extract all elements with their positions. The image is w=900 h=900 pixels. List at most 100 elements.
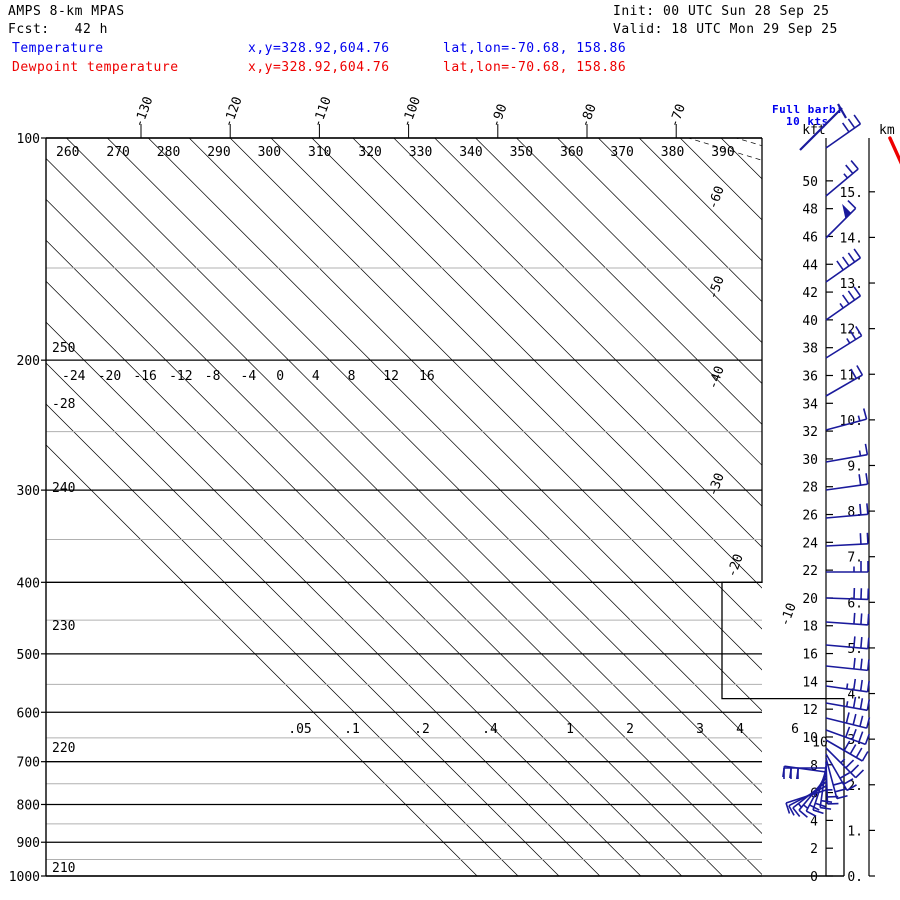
svg-text:-12: -12 [169, 369, 192, 384]
svg-text:-28: -28 [52, 397, 75, 412]
svg-text:32: 32 [802, 425, 818, 440]
svg-text:48: 48 [802, 203, 818, 218]
svg-text:km: km [879, 123, 895, 138]
svg-text:40: 40 [802, 314, 818, 329]
svg-text:-130: -130 [132, 95, 157, 130]
svg-text:38: 38 [802, 342, 818, 357]
svg-text:-30: -30 [706, 471, 728, 498]
svg-text:340: 340 [459, 145, 482, 160]
svg-text:250: 250 [52, 341, 75, 356]
svg-text:4: 4 [312, 369, 320, 384]
barb-legend-line1: Full barb: [772, 103, 844, 116]
svg-text:260: 260 [56, 145, 79, 160]
svg-text:34: 34 [802, 397, 818, 412]
svg-text:11.: 11. [840, 368, 863, 383]
svg-text:-24: -24 [62, 369, 86, 384]
svg-text:0.: 0. [847, 870, 863, 885]
svg-text:200: 200 [17, 354, 40, 369]
barb-legend-line2: 10 kts [786, 115, 829, 128]
svg-text:390: 390 [711, 145, 734, 160]
svg-text:5.: 5. [847, 642, 863, 657]
svg-text:230: 230 [52, 619, 75, 634]
svg-text:350: 350 [510, 145, 533, 160]
svg-text:6.: 6. [847, 596, 863, 611]
svg-text:-50: -50 [706, 274, 728, 301]
svg-text:12: 12 [383, 369, 399, 384]
svg-text:1000: 1000 [9, 870, 40, 885]
svg-text:15.: 15. [840, 186, 863, 201]
svg-text:0: 0 [810, 870, 818, 885]
svg-text:26: 26 [802, 509, 818, 524]
svg-text:12: 12 [802, 703, 818, 718]
svg-text:14.: 14. [840, 231, 863, 246]
svg-text:.1: .1 [344, 722, 360, 737]
temperature-latlon: lat,lon=-70.68, 158.86 [443, 41, 627, 56]
svg-text:28: 28 [802, 481, 818, 496]
svg-text:6: 6 [791, 722, 799, 737]
svg-text:240: 240 [52, 481, 75, 496]
svg-text:270: 270 [106, 145, 129, 160]
svg-text:16: 16 [802, 648, 818, 663]
svg-text:100: 100 [17, 132, 40, 147]
svg-text:10: 10 [812, 735, 828, 750]
svg-text:-100: -100 [399, 95, 424, 130]
svg-text:600: 600 [17, 706, 40, 721]
svg-text:-120: -120 [221, 95, 246, 130]
svg-text:-8: -8 [205, 369, 221, 384]
svg-text:.2: .2 [414, 722, 430, 737]
svg-text:24: 24 [802, 536, 818, 551]
svg-text:290: 290 [207, 145, 230, 160]
forecast-hour: Fcst: 42 h [8, 22, 108, 37]
svg-text:2: 2 [810, 842, 818, 857]
svg-text:.4: .4 [482, 722, 498, 737]
svg-text:300: 300 [17, 484, 40, 499]
svg-text:7.: 7. [847, 551, 863, 566]
svg-text:16: 16 [419, 369, 435, 384]
svg-text:20: 20 [802, 592, 818, 607]
svg-text:900: 900 [17, 836, 40, 851]
svg-text:-110: -110 [310, 95, 335, 130]
svg-text:18: 18 [802, 620, 818, 635]
init-time: Init: 00 UTC Sun 28 Sep 25 [613, 4, 830, 19]
dewpoint-legend-label: Dewpoint temperature [12, 60, 179, 75]
svg-text:-90: -90 [488, 102, 510, 129]
svg-text:30: 30 [802, 453, 818, 468]
dewpoint-xy: x,y=328.92,604.76 [248, 60, 390, 75]
valid-time: Valid: 18 UTC Mon 29 Sep 25 [613, 22, 838, 37]
svg-text:320: 320 [358, 145, 381, 160]
svg-text:800: 800 [17, 798, 40, 813]
svg-text:700: 700 [17, 756, 40, 771]
svg-text:400: 400 [17, 576, 40, 591]
svg-text:360: 360 [560, 145, 583, 160]
svg-text:36: 36 [802, 369, 818, 384]
svg-text:210: 210 [52, 861, 75, 876]
svg-text:50: 50 [802, 175, 818, 190]
svg-text:2: 2 [626, 722, 634, 737]
svg-text:330: 330 [409, 145, 432, 160]
svg-text:500: 500 [17, 648, 40, 663]
svg-text:8: 8 [348, 369, 356, 384]
svg-text:-60: -60 [706, 184, 728, 211]
svg-text:kft: kft [802, 123, 825, 138]
svg-text:220: 220 [52, 741, 75, 756]
dewpoint-latlon: lat,lon=-70.68, 158.86 [443, 60, 627, 75]
svg-text:-10: -10 [778, 601, 800, 628]
svg-text:8: 8 [810, 759, 818, 774]
svg-text:-80: -80 [578, 102, 600, 129]
svg-text:-20: -20 [98, 369, 121, 384]
model-title: AMPS 8-km MPAS [8, 4, 125, 19]
svg-text:380: 380 [661, 145, 684, 160]
svg-text:-16: -16 [133, 369, 156, 384]
svg-text:1: 1 [566, 722, 574, 737]
svg-text:0: 0 [276, 369, 284, 384]
svg-text:-4: -4 [241, 369, 257, 384]
svg-text:12.: 12. [840, 323, 863, 338]
temperature-legend-label: Temperature [12, 41, 104, 56]
svg-text:4: 4 [810, 814, 818, 829]
svg-text:46: 46 [802, 230, 818, 245]
svg-text:9.: 9. [847, 459, 863, 474]
svg-text:370: 370 [610, 145, 633, 160]
svg-text:1.: 1. [847, 824, 863, 839]
svg-text:-20: -20 [725, 552, 747, 579]
